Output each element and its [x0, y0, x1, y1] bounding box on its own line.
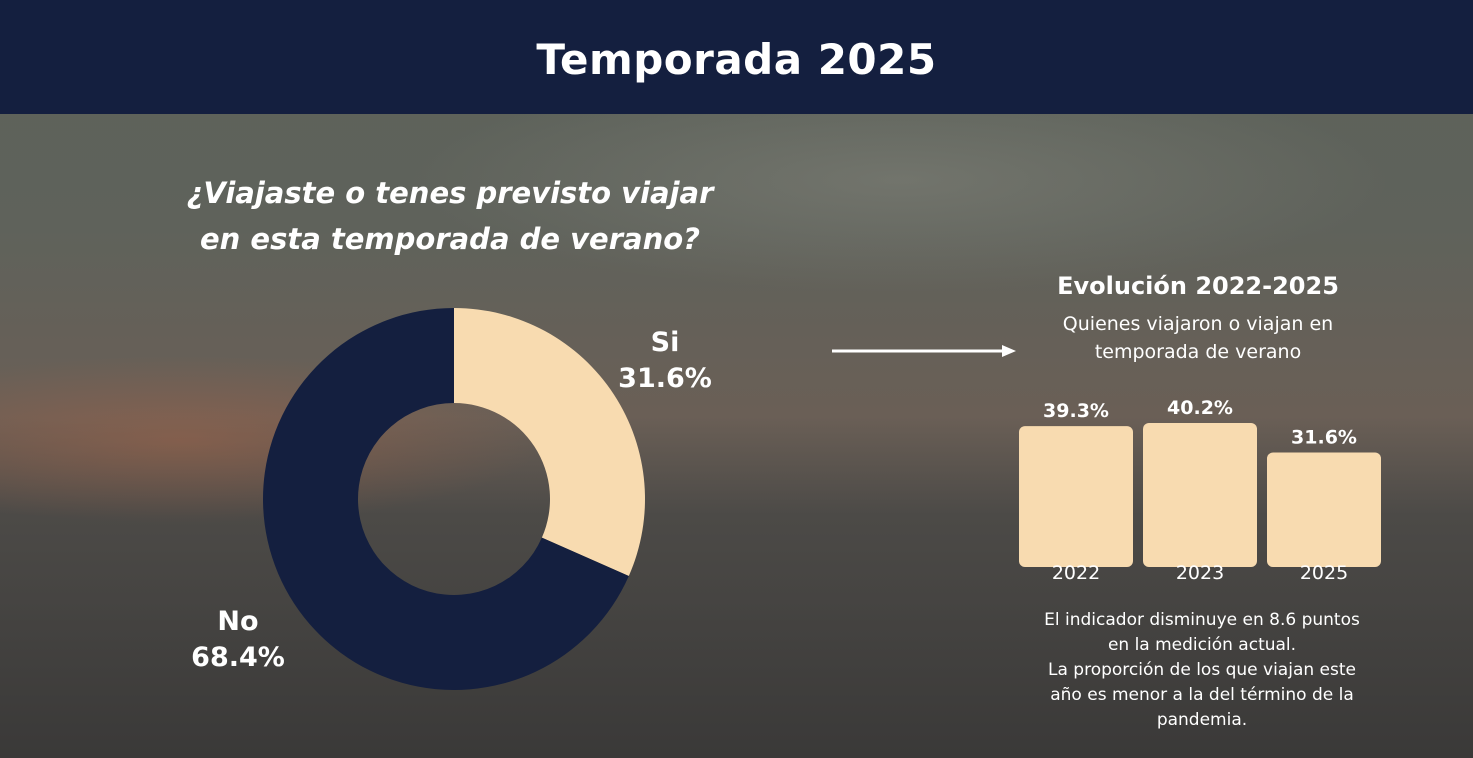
donut-label-si-category: Si: [650, 327, 680, 358]
page-title: Temporada 2025: [536, 34, 937, 84]
bar-value-label-2022: 39.3%: [1043, 400, 1109, 422]
bar-category-label-2022: 2022: [1052, 562, 1100, 584]
note-line-5: pandemia.: [1156, 710, 1248, 730]
donut-slice-si: [454, 308, 645, 576]
survey-question-line-2: en esta temporada de verano?: [200, 222, 700, 256]
bar-2023: [1143, 423, 1257, 567]
bar-2025: [1267, 452, 1381, 567]
arrow-right-icon: [832, 345, 1016, 357]
evolution-title: Evolución 2022-2025: [1057, 272, 1339, 300]
bar-category-label-2023: 2023: [1176, 562, 1224, 584]
donut-label-no-value: 68.4%: [191, 642, 285, 673]
note-line-2: en la medición actual.: [1107, 635, 1297, 655]
note-line-1: El indicador disminuye en 8.6 puntos: [1044, 610, 1360, 630]
note-line-3: La proporción de los que viajan este: [1048, 660, 1356, 680]
header-bar: Temporada 2025: [0, 0, 1473, 114]
bar-value-label-2025: 31.6%: [1291, 427, 1357, 449]
bar-2022: [1019, 426, 1133, 567]
survey-question-line-1: ¿Viajaste o tenes previsto viajar: [186, 176, 714, 210]
note-line-4: año es menor a la del término de la: [1050, 685, 1354, 705]
donut-label-si-value: 31.6%: [618, 363, 712, 394]
survey-question: ¿Viajaste o tenes previsto viajar en est…: [150, 170, 750, 262]
evolution-subtitle-line-1: Quienes viajaron o viajan en: [1062, 313, 1334, 335]
donut-label-no-category: No: [217, 606, 259, 637]
bar-category-label-2025: 2025: [1300, 562, 1348, 584]
evolution-subtitle-line-2: temporada de verano: [1094, 341, 1302, 363]
bar-value-label-2023: 40.2%: [1167, 397, 1233, 419]
evolution-subtitle: Quienes viajaron o viajan en temporada d…: [1020, 310, 1376, 366]
donut-slice-no: [262, 308, 629, 690]
donut-label-si: Si 31.6%: [600, 325, 730, 397]
evolution-note: El indicador disminuye en 8.6 puntos en …: [1010, 608, 1394, 733]
donut-label-no: No 68.4%: [168, 604, 308, 676]
